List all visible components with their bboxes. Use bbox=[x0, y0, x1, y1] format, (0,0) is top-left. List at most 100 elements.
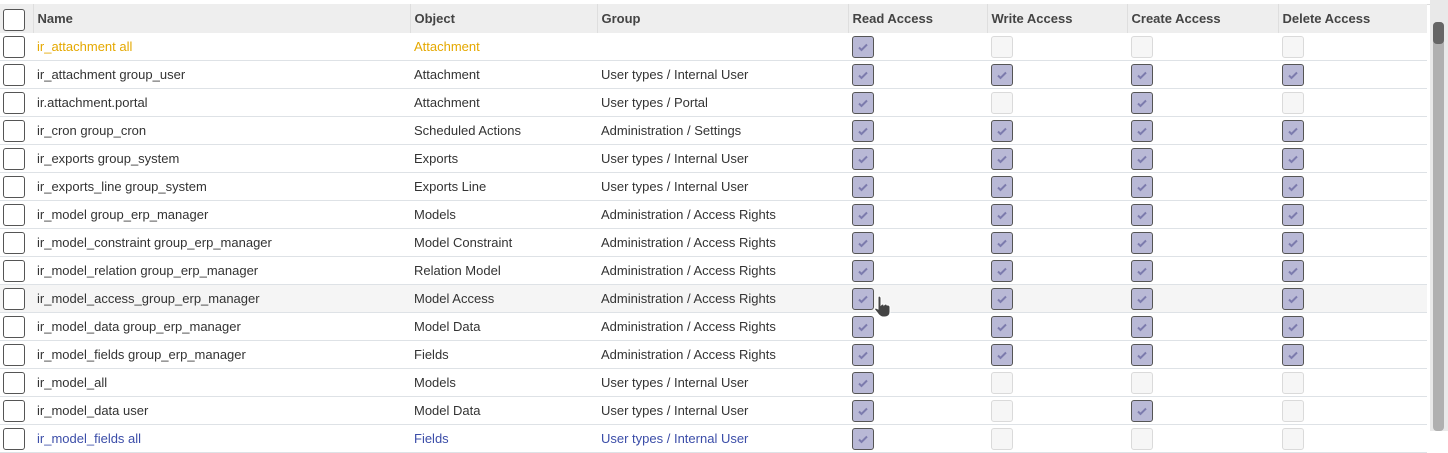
write-access-checkbox[interactable] bbox=[991, 175, 1013, 198]
table-row[interactable]: ir_model_relation group_erp_manager Relat… bbox=[0, 256, 1427, 285]
cell-read-access bbox=[848, 88, 987, 117]
vertical-scrollbar[interactable] bbox=[1430, 0, 1448, 431]
column-header-write-access[interactable]: Write Access bbox=[986, 4, 1127, 33]
column-header-read-access[interactable]: Read Access bbox=[847, 4, 987, 33]
write-access-checkbox[interactable] bbox=[991, 399, 1013, 422]
delete-access-checkbox[interactable] bbox=[1282, 119, 1304, 142]
create-access-checkbox[interactable] bbox=[1131, 399, 1153, 422]
write-access-checkbox[interactable] bbox=[991, 63, 1013, 86]
scrollbar-thumb[interactable] bbox=[1433, 22, 1444, 44]
write-access-checkbox[interactable] bbox=[991, 315, 1013, 338]
read-access-checkbox[interactable] bbox=[852, 231, 874, 254]
read-access-checkbox[interactable] bbox=[852, 371, 874, 394]
read-access-checkbox[interactable] bbox=[852, 315, 874, 338]
write-access-checkbox[interactable] bbox=[991, 119, 1013, 142]
cell-delete-access bbox=[1278, 116, 1427, 145]
row-select-checkbox[interactable] bbox=[3, 203, 25, 226]
table-row[interactable]: ir_attachment group_user Attachment User t… bbox=[0, 60, 1427, 89]
create-access-checkbox[interactable] bbox=[1131, 343, 1153, 366]
row-select-checkbox[interactable] bbox=[3, 259, 25, 282]
row-select-checkbox[interactable] bbox=[3, 147, 25, 170]
row-select-checkbox[interactable] bbox=[3, 399, 25, 422]
table-row[interactable]: ir_model_fields group_erp_manager Fields A… bbox=[0, 340, 1427, 369]
write-access-checkbox[interactable] bbox=[991, 91, 1013, 114]
table-row[interactable]: ir_model_constraint group_erp_manager Mod… bbox=[0, 228, 1427, 257]
table-row[interactable]: ir_cron group_cron Scheduled Actions Admin… bbox=[0, 116, 1427, 145]
read-access-checkbox[interactable] bbox=[852, 399, 874, 422]
delete-access-checkbox[interactable] bbox=[1282, 175, 1304, 198]
delete-access-checkbox[interactable] bbox=[1282, 147, 1304, 170]
check-icon bbox=[858, 351, 868, 359]
delete-access-checkbox[interactable] bbox=[1282, 203, 1304, 226]
delete-access-checkbox[interactable] bbox=[1282, 91, 1304, 114]
select-all-checkbox[interactable] bbox=[3, 8, 25, 31]
read-access-checkbox[interactable] bbox=[852, 287, 874, 310]
table-row[interactable]: ir_model group_erp_manager Models Administ… bbox=[0, 200, 1427, 229]
delete-access-checkbox[interactable] bbox=[1282, 399, 1304, 422]
write-access-checkbox[interactable] bbox=[991, 147, 1013, 170]
delete-access-checkbox[interactable] bbox=[1282, 231, 1304, 254]
table-row[interactable]: ir_exports group_system Exports User types… bbox=[0, 144, 1427, 173]
row-select-checkbox[interactable] bbox=[3, 231, 25, 254]
row-select-checkbox[interactable] bbox=[3, 343, 25, 366]
column-header-group[interactable]: Group bbox=[596, 4, 848, 33]
delete-access-checkbox[interactable] bbox=[1282, 371, 1304, 394]
table-row[interactable]: ir_model_all Models User types / Internal … bbox=[0, 368, 1427, 397]
row-select-checkbox[interactable] bbox=[3, 371, 25, 394]
table-row[interactable]: ir_model_access_group_erp_manager Model A… bbox=[0, 284, 1427, 313]
row-select-checkbox[interactable] bbox=[3, 91, 25, 114]
create-access-checkbox[interactable] bbox=[1131, 315, 1153, 338]
create-access-checkbox[interactable] bbox=[1131, 203, 1153, 226]
row-select-checkbox[interactable] bbox=[3, 315, 25, 338]
column-header-create-access[interactable]: Create Access bbox=[1126, 4, 1278, 33]
read-access-checkbox[interactable] bbox=[852, 147, 874, 170]
delete-access-checkbox[interactable] bbox=[1282, 315, 1304, 338]
table-row[interactable]: ir.attachment.portal Attachment User types… bbox=[0, 88, 1427, 117]
write-access-checkbox[interactable] bbox=[991, 231, 1013, 254]
read-access-checkbox[interactable] bbox=[852, 343, 874, 366]
create-access-checkbox[interactable] bbox=[1131, 175, 1153, 198]
column-header-delete-access[interactable]: Delete Access bbox=[1277, 4, 1427, 33]
write-access-checkbox[interactable] bbox=[991, 287, 1013, 310]
create-access-checkbox[interactable] bbox=[1131, 35, 1153, 58]
column-header-name[interactable]: Name bbox=[32, 4, 410, 33]
create-access-checkbox[interactable] bbox=[1131, 287, 1153, 310]
row-select-checkbox[interactable] bbox=[3, 119, 25, 142]
read-access-checkbox[interactable] bbox=[852, 259, 874, 282]
table-row[interactable]: ir_attachment all Attachment bbox=[0, 33, 1427, 61]
delete-access-checkbox[interactable] bbox=[1282, 287, 1304, 310]
write-access-checkbox[interactable] bbox=[991, 259, 1013, 282]
write-access-checkbox[interactable] bbox=[991, 35, 1013, 58]
delete-access-checkbox[interactable] bbox=[1282, 63, 1304, 86]
create-access-checkbox[interactable] bbox=[1131, 371, 1153, 394]
create-access-checkbox[interactable] bbox=[1131, 91, 1153, 114]
delete-access-checkbox[interactable] bbox=[1282, 259, 1304, 282]
scrollbar-track[interactable] bbox=[1433, 22, 1444, 431]
delete-access-checkbox[interactable] bbox=[1282, 35, 1304, 58]
read-access-checkbox[interactable] bbox=[852, 203, 874, 226]
write-access-checkbox[interactable] bbox=[991, 371, 1013, 394]
create-access-checkbox[interactable] bbox=[1131, 231, 1153, 254]
create-access-checkbox[interactable] bbox=[1131, 147, 1153, 170]
read-access-checkbox[interactable] bbox=[852, 63, 874, 86]
delete-access-checkbox[interactable] bbox=[1282, 343, 1304, 366]
table-row[interactable]: ir_exports_line group_system Exports Line… bbox=[0, 172, 1427, 201]
column-header-object[interactable]: Object bbox=[409, 4, 597, 33]
read-access-checkbox[interactable] bbox=[852, 175, 874, 198]
row-select-checkbox[interactable] bbox=[3, 63, 25, 86]
write-access-checkbox[interactable] bbox=[991, 203, 1013, 226]
create-access-checkbox[interactable] bbox=[1131, 63, 1153, 86]
row-select-checkbox[interactable] bbox=[3, 175, 25, 198]
row-select-checkbox[interactable] bbox=[3, 287, 25, 310]
create-access-checkbox[interactable] bbox=[1131, 259, 1153, 282]
row-select-checkbox[interactable] bbox=[3, 35, 25, 58]
write-access-checkbox[interactable] bbox=[991, 343, 1013, 366]
check-icon bbox=[1137, 99, 1147, 107]
read-access-checkbox[interactable] bbox=[852, 35, 874, 58]
table-row[interactable]: ir_model_data group_erp_manager Model Dat… bbox=[0, 312, 1427, 341]
read-access-checkbox[interactable] bbox=[852, 119, 874, 142]
create-access-checkbox[interactable] bbox=[1131, 119, 1153, 142]
table-row[interactable]: ir_model_data user Model Data User types /… bbox=[0, 396, 1427, 425]
read-access-checkbox[interactable] bbox=[852, 91, 874, 114]
table-row[interactable]: ir_model_fields all Fields User types / In… bbox=[0, 424, 1427, 453]
